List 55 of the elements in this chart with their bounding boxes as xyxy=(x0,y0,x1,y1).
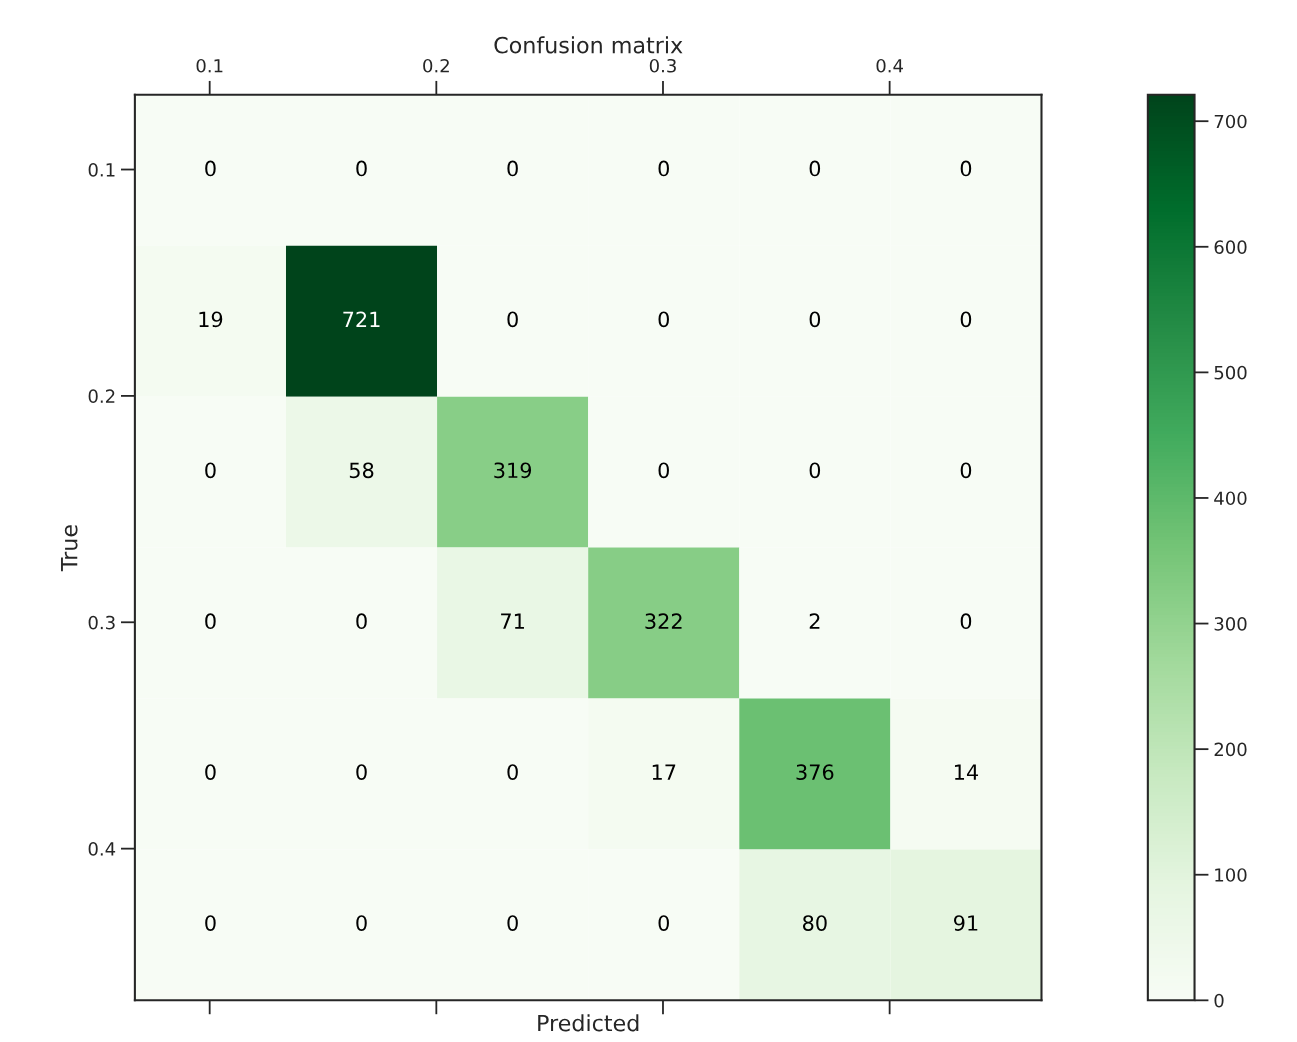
data-label: 0 xyxy=(205,764,216,780)
data-label: 71 xyxy=(501,613,524,629)
data-label: 80 xyxy=(803,915,827,931)
color-bar-label: 400 xyxy=(1214,491,1247,506)
y-tick-label: 0.3 xyxy=(88,615,115,630)
y-tick-label: 0.4 xyxy=(88,842,116,856)
color-bar-label: 100 xyxy=(1215,868,1247,882)
data-label: 0 xyxy=(960,160,972,177)
data-label: 0 xyxy=(809,462,821,479)
data-label: 319 xyxy=(494,462,532,479)
x-tick-label: 0.2 xyxy=(423,58,449,73)
data-label: 0 xyxy=(205,462,216,479)
color-bar-label: 0 xyxy=(1214,993,1224,1008)
data-label: 0 xyxy=(809,311,821,328)
color-bar-label: 300 xyxy=(1214,617,1247,631)
data-label: 0 xyxy=(507,311,518,328)
data-label: 0 xyxy=(205,160,216,177)
data-label: 376 xyxy=(796,764,834,780)
y-tick-label: 0.2 xyxy=(88,389,115,404)
data-label: 0 xyxy=(356,764,367,780)
x-tick-label: 0.4 xyxy=(876,58,903,73)
data-label: 0 xyxy=(507,764,518,780)
data-label: 19 xyxy=(199,311,223,328)
data-label: 0 xyxy=(356,613,367,630)
color-bar-label: 500 xyxy=(1214,365,1247,380)
data-label: 58 xyxy=(349,462,374,479)
x-tick-label: 0.1 xyxy=(196,58,223,73)
data-label: 0 xyxy=(507,160,518,177)
data-label: 0 xyxy=(960,613,972,630)
y-tick-label: 0.1 xyxy=(88,162,115,177)
data-label: 0 xyxy=(356,915,367,931)
data-label: 721 xyxy=(343,311,380,327)
data-label: 322 xyxy=(645,613,682,630)
color-bar-label: 600 xyxy=(1214,240,1247,254)
data-label: 0 xyxy=(658,160,669,177)
data-label: 0 xyxy=(960,462,972,479)
x-tick-label: 0.3 xyxy=(649,58,676,73)
data-label: 0 xyxy=(658,462,669,479)
data-label: 0 xyxy=(356,160,367,177)
color-bar-label: 700 xyxy=(1214,114,1247,129)
data-label: 0 xyxy=(507,915,518,931)
data-label: 17 xyxy=(652,764,676,780)
color-bar-label: 200 xyxy=(1214,742,1247,757)
data-label: 14 xyxy=(954,764,979,780)
data-label: 0 xyxy=(809,160,821,177)
data-label: 0 xyxy=(205,613,216,630)
x-axis-title: Predicted xyxy=(538,1014,639,1032)
y-axis-title: True xyxy=(61,525,78,572)
data-label: 0 xyxy=(205,915,216,931)
chart-title: Confusion matrix xyxy=(494,36,683,54)
data-label: 0 xyxy=(960,311,972,328)
data-label: 0 xyxy=(658,311,669,328)
data-label: 0 xyxy=(658,915,669,931)
data-label: 91 xyxy=(954,915,978,931)
data-label: 2 xyxy=(809,613,820,629)
